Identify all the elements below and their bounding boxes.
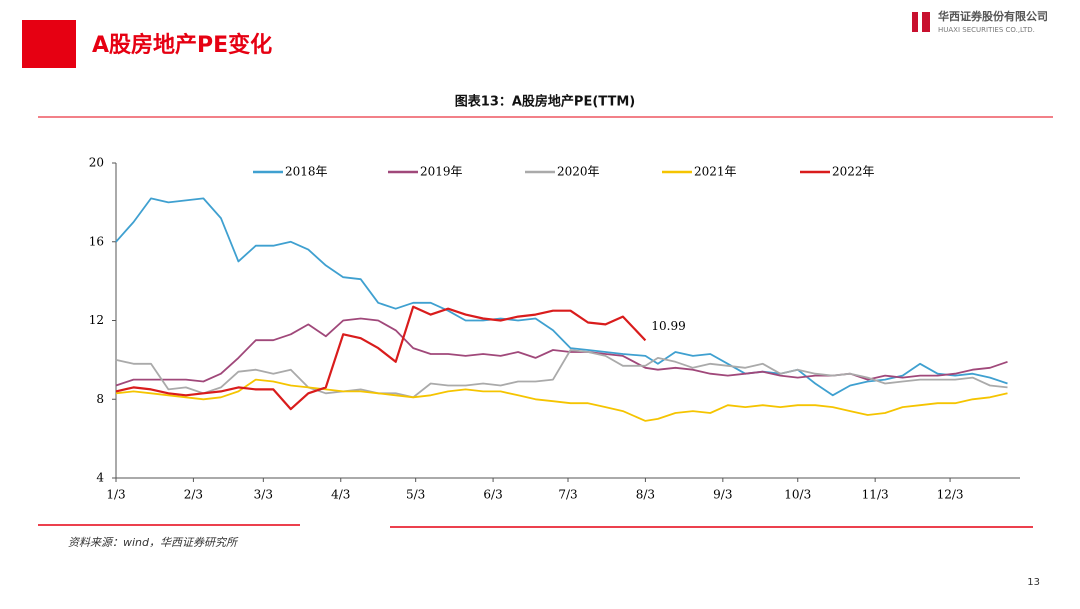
y-tick-label: 20 <box>89 156 104 170</box>
legend-label: 2018年 <box>285 165 328 179</box>
x-tick-label: 8/3 <box>636 488 655 502</box>
logo-cn: 华西证券股份有限公司 <box>938 9 1048 23</box>
y-tick-label: 4 <box>96 471 104 485</box>
page-number: 13 <box>1027 577 1040 588</box>
y-tick-label: 16 <box>89 234 104 248</box>
x-tick-label: 4/3 <box>331 488 350 502</box>
x-tick-label: 9/3 <box>713 488 732 502</box>
slide-title: A股房地产PE变化 <box>92 32 272 58</box>
chart-title: 图表13：A股房地产PE(TTM) <box>455 94 635 110</box>
x-tick-label: 2/3 <box>184 488 203 502</box>
legend-label: 2019年 <box>420 165 463 179</box>
y-tick-label: 12 <box>89 313 104 327</box>
logo-icon <box>922 12 930 32</box>
logo-en: HUAXI SECURITIES CO.,LTD. <box>938 26 1035 34</box>
x-tick-label: 11/3 <box>862 488 889 502</box>
series-line <box>115 349 1008 399</box>
x-tick-label: 1/3 <box>106 488 125 502</box>
legend-label: 2021年 <box>694 165 737 179</box>
x-tick-label: 10/3 <box>784 488 811 502</box>
data-label: 10.99 <box>651 319 685 333</box>
legend-label: 2022年 <box>832 165 875 179</box>
source: 资料来源：wind，华西证券研究所 <box>68 536 239 549</box>
x-tick-label: 5/3 <box>406 488 425 502</box>
title-block <box>22 20 76 68</box>
legend-label: 2020年 <box>557 165 600 179</box>
x-tick-label: 7/3 <box>558 488 577 502</box>
x-tick-label: 3/3 <box>254 488 273 502</box>
series-line <box>115 378 1008 422</box>
y-tick-label: 8 <box>96 392 104 406</box>
x-tick-label: 6/3 <box>483 488 502 502</box>
series-line <box>115 197 1008 397</box>
x-tick-label: 12/3 <box>937 488 964 502</box>
series-line <box>115 305 647 411</box>
logo-icon <box>912 12 918 32</box>
series-line <box>115 317 1008 387</box>
